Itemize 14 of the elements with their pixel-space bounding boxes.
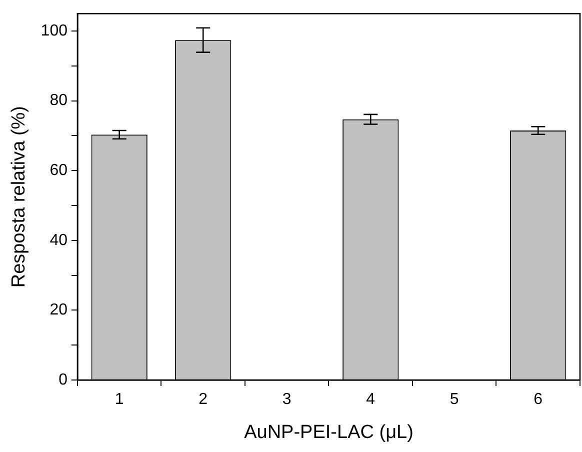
y-tick-label: 0: [58, 371, 68, 388]
x-tick-label: 4: [366, 391, 376, 408]
x-tick-label: 6: [534, 391, 543, 408]
x-axis-title: AuNP-PEI-LAC (μL): [244, 422, 414, 443]
x-tick-label: 1: [114, 391, 124, 408]
y-tick-label: 60: [50, 162, 68, 180]
y-tick-label: 40: [50, 232, 68, 249]
y-axis-title: Resposta relativa (%): [8, 106, 30, 288]
y-tick-label: 20: [50, 302, 68, 319]
y-tick-label: 100: [40, 22, 68, 40]
x-tick-label: 3: [282, 391, 292, 408]
x-tick-label: 2: [198, 391, 208, 408]
x-tick-label: 5: [450, 391, 459, 408]
y-tick-label: 80: [50, 92, 68, 110]
